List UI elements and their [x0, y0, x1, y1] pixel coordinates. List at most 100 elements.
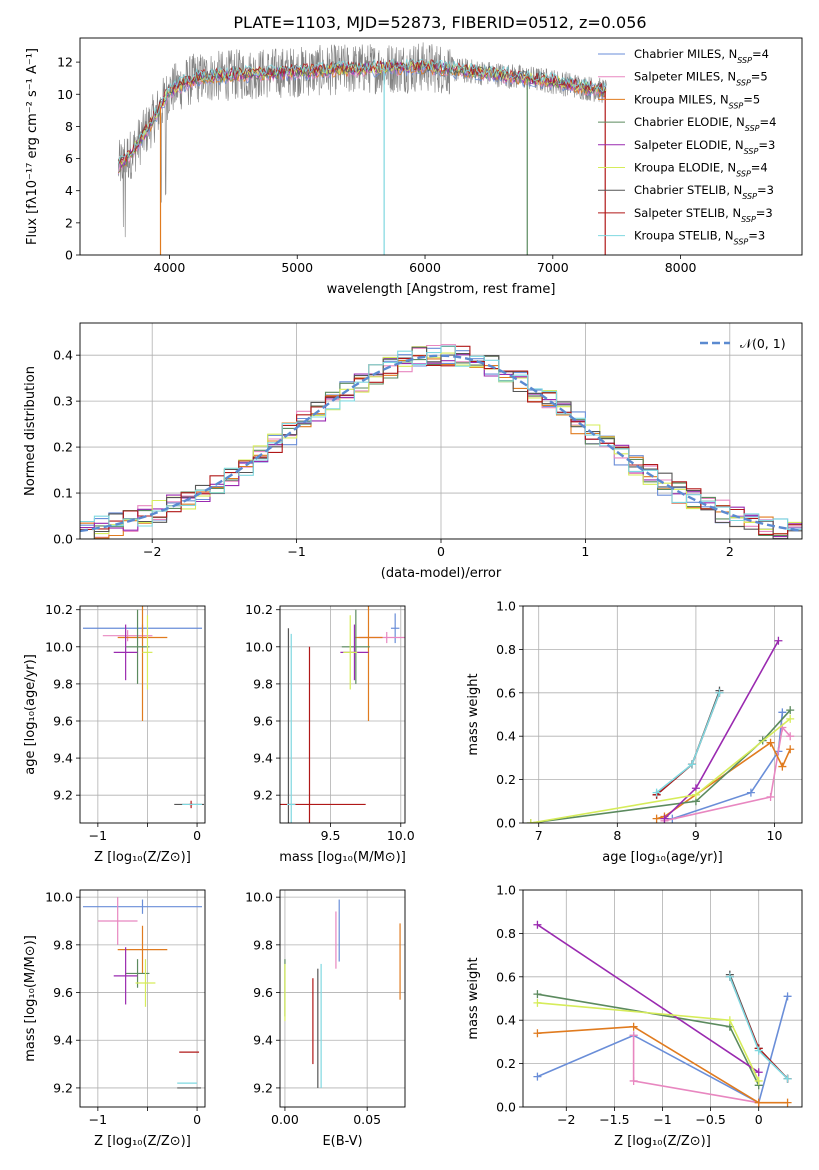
weight-marker [526, 819, 535, 823]
x-tick-label: 4000 [154, 260, 186, 275]
y-tick-label: 9.6 [53, 713, 73, 728]
legend-text: =4 [760, 115, 777, 129]
weight-marker [533, 1072, 542, 1081]
legend-entry: Chabrier ELODIE, NSSP=4 [634, 115, 776, 133]
legend-text: Kroupa STELIB, N [634, 229, 734, 243]
plot-area [80, 890, 205, 1107]
weight-marker [533, 998, 542, 1007]
y-axis-label: Flux [fλ10⁻¹⁷ erg cm⁻² s⁻¹ A⁻¹] [25, 48, 40, 245]
weight-marker [786, 732, 795, 741]
y-tick-label: 9.4 [53, 1033, 73, 1048]
weight-marker [652, 814, 661, 823]
y-tick-label: 0.0 [496, 1100, 516, 1115]
weight-marker [786, 706, 795, 715]
y-tick-label: 4 [65, 183, 73, 198]
weight-marker [691, 790, 700, 799]
y-tick-label: 0.0 [496, 816, 516, 831]
axes-frame [79, 889, 206, 1108]
legend-entry: Salpeter MILES, NSSP=5 [634, 70, 768, 88]
x-tick-label: 2 [726, 544, 734, 559]
legend-text: Kroupa MILES, N [634, 92, 729, 106]
legend-subscript: SSP [737, 56, 752, 65]
x-axis-label: wavelength [Angstrom, rest frame] [327, 282, 556, 297]
legend-text: =3 [758, 138, 775, 152]
y-tick-label: 9.2 [253, 788, 273, 803]
y-tick-label: 10.0 [45, 639, 73, 654]
model-spectrum [117, 58, 607, 164]
axes-frame [522, 889, 803, 1108]
x-axis-label: mass [log₁₀(M/M⊙)] [279, 850, 406, 865]
legend-subscript: SSP [741, 214, 756, 223]
x-tick-label: 9.5 [321, 828, 341, 843]
legend-subscript: SSP [745, 124, 760, 133]
y-tick-label: 9.8 [253, 937, 273, 952]
chart-weight_vs_Z: −2 −1.5 −1 −0.5 0 0.0 0.2 0.4 0.6 0.8 1.0 Z [log₁₀(… [466, 883, 803, 1149]
x-tick-label: −1 [287, 544, 305, 559]
axes-frame [79, 605, 206, 824]
y-tick-label: 0.6 [496, 685, 516, 700]
legend-entry: Salpeter STELIB, NSSP=3 [634, 206, 773, 224]
legend-entry: Chabrier STELIB, NSSP=3 [634, 183, 774, 201]
weight-line [656, 690, 721, 796]
y-tick-label: 9.4 [253, 751, 273, 766]
x-axis-label: Z [log₁₀(Z/Z⊙)] [94, 1134, 191, 1149]
weight-marker [766, 792, 775, 801]
legend-subscript: SSP [736, 78, 751, 87]
weight-marker [778, 762, 787, 771]
residual-histogram [80, 345, 802, 535]
x-tick-label: 9 [692, 828, 700, 843]
x-tick-label: 1 [581, 544, 589, 559]
legend-subscript: SSP [736, 169, 751, 178]
x-tick-label: 0 [193, 1112, 201, 1127]
weight-marker [754, 1068, 763, 1077]
weight-marker [754, 1076, 763, 1085]
weight-line [537, 1025, 788, 1104]
figure-title: PLATE=1103, MJD=52873, FIBERID=0512, z=0… [233, 13, 646, 32]
y-tick-label: 0.4 [53, 348, 73, 363]
legend-text: =3 [748, 229, 765, 243]
weight-line [530, 718, 791, 823]
chart-age_vs_mass: 9.5 10.0 9.2 9.4 9.6 9.8 10.0 10.2 mass [log₁₀(M… [245, 602, 415, 865]
x-tick-label: 8 [613, 828, 621, 843]
plot-area [80, 323, 802, 539]
residual-histogram [80, 346, 802, 539]
y-tick-label: 2 [65, 215, 73, 230]
weight-marker [783, 992, 792, 1001]
y-tick-label: 0 [65, 248, 73, 263]
axes-frame [279, 605, 406, 824]
axes-frame [79, 37, 803, 256]
x-tick-label: 10.0 [387, 828, 415, 843]
plot-area [80, 606, 205, 823]
weight-marker [629, 1022, 638, 1031]
y-tick-label: 10.0 [45, 890, 73, 905]
y-tick-label: 9.8 [253, 676, 273, 691]
legend-text: =5 [743, 92, 760, 106]
weight-marker [786, 714, 795, 723]
axes-frame [279, 889, 406, 1108]
x-tick-label: 5000 [281, 260, 313, 275]
y-tick-label: 0.4 [496, 729, 516, 744]
y-tick-label: 10.0 [245, 890, 273, 905]
x-tick-label: −1 [89, 1112, 107, 1127]
legend-entry: Kroupa STELIB, NSSP=3 [634, 229, 765, 247]
axes-frame [79, 322, 803, 540]
x-tick-label: 0.05 [353, 1112, 381, 1127]
weight-marker [774, 636, 783, 645]
y-tick-label: 12 [57, 55, 73, 70]
y-axis-label: mass [log₁₀(M/M⊙)] [23, 935, 38, 1062]
weight-marker [725, 972, 734, 981]
weight-marker [533, 1029, 542, 1038]
x-tick-label: 0 [193, 828, 201, 843]
model-spectrum [117, 59, 607, 165]
x-tick-label: 0 [437, 544, 445, 559]
weight-marker [660, 814, 669, 823]
chart-spectrum: 4000 5000 6000 7000 8000 0 2 4 6 8 10 12 wavelength … [25, 37, 803, 297]
x-axis-label: Z [log₁₀(Z/Z⊙)] [614, 1134, 711, 1149]
chart-mass_vs_Z: −1 0 9.2 9.4 9.6 9.8 10.0 Z [log₁₀(Z/Z⊙)] mass [… [23, 889, 206, 1149]
weight-marker [629, 1031, 638, 1040]
weight-line [537, 993, 760, 1086]
weight-line [530, 709, 791, 823]
plot-area [523, 606, 802, 823]
legend-text: Salpeter STELIB, N [634, 206, 741, 220]
